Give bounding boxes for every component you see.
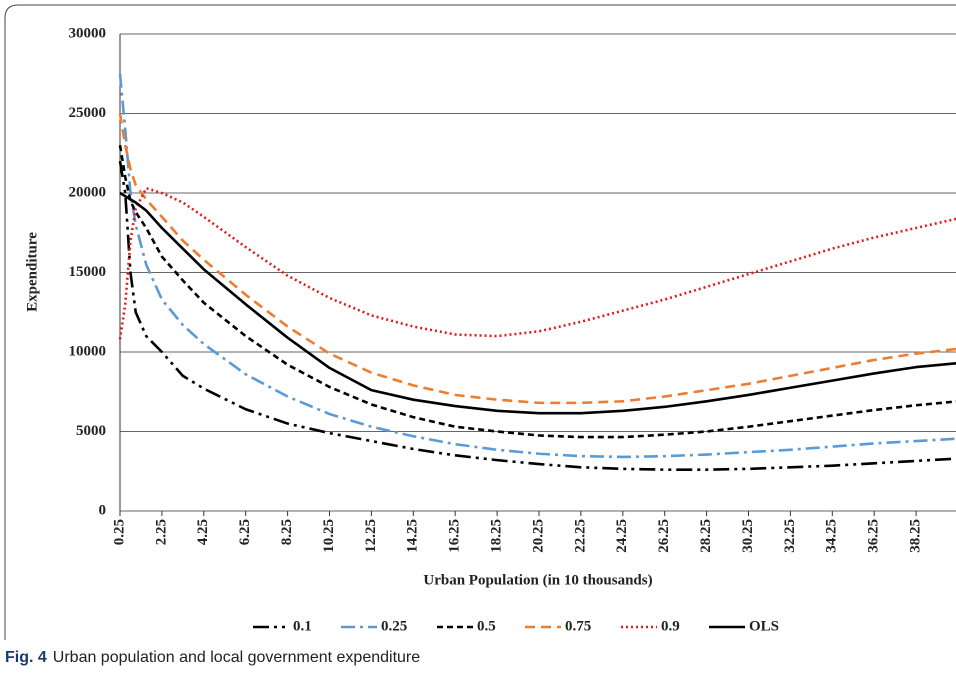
caption-label: Fig. 4 <box>5 649 47 666</box>
x-tick-label: 18.25 <box>489 519 505 553</box>
legend-label: OLS <box>749 618 779 634</box>
y-tick-label: 10000 <box>69 343 107 359</box>
x-tick-label: 16.25 <box>447 519 463 553</box>
y-tick-label: 0 <box>99 502 107 518</box>
series-line <box>118 160 956 471</box>
x-tick-label: 12.25 <box>363 519 379 553</box>
x-tick-label: 28.25 <box>698 519 714 553</box>
series-line <box>118 186 956 340</box>
y-tick-label: 5000 <box>76 423 106 439</box>
x-tick-label: 4.25 <box>195 519 211 545</box>
x-tick-label: 32.25 <box>782 519 798 553</box>
y-tick-label: 25000 <box>69 105 107 121</box>
legend-label: 0.9 <box>661 618 680 634</box>
frame <box>4 4 956 640</box>
caption: Fig. 4 Urban population and local governm… <box>5 649 420 666</box>
x-tick-label: 20.25 <box>530 519 546 553</box>
x-tick-label: 0.25 <box>111 519 127 545</box>
legend-label: 0.75 <box>565 618 591 634</box>
x-tick-label: 38.25 <box>908 519 924 553</box>
legend-label: 0.1 <box>293 618 312 634</box>
series-line <box>119 191 956 415</box>
series-line <box>118 113 956 405</box>
y-tick-label: 15000 <box>69 264 107 280</box>
x-tick-label: 10.25 <box>321 519 337 553</box>
legend-label: 0.25 <box>381 618 407 634</box>
legend-label: 0.5 <box>477 618 496 634</box>
caption-text: Urban population and local government ex… <box>53 649 420 666</box>
x-tick-label: 2.25 <box>153 519 169 545</box>
x-axis-title: Urban Population (in 10 thousands) <box>423 572 652 588</box>
x-tick-label: 34.25 <box>824 519 840 553</box>
y-tick-label: 30000 <box>69 25 107 41</box>
x-tick-label: 14.25 <box>405 519 421 553</box>
x-tick-label: 26.25 <box>656 519 672 553</box>
x-tick-label: 22.25 <box>572 519 588 553</box>
series-line <box>118 73 956 459</box>
x-tick-label: 24.25 <box>614 519 630 553</box>
series-line <box>118 145 956 439</box>
y-axis-title: Expenditure <box>24 232 40 312</box>
x-tick-label: 30.25 <box>740 519 756 553</box>
x-tick-label: 8.25 <box>279 519 295 545</box>
x-tick-label: 6.25 <box>237 519 253 545</box>
x-tick-label: 36.25 <box>866 519 882 553</box>
y-tick-label: 20000 <box>69 184 107 200</box>
